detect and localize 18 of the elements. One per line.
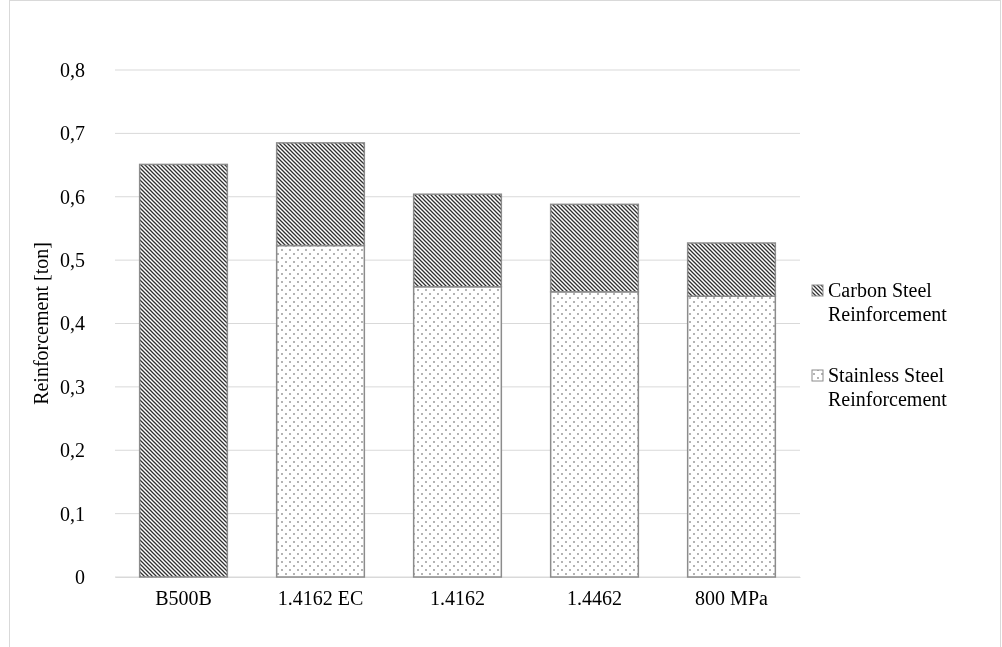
y-tick-label: 0,4 <box>60 312 85 335</box>
y-tick-label: 0,1 <box>60 502 85 525</box>
y-tick-label: 0,2 <box>60 439 85 462</box>
x-tick-label: B500B <box>155 587 212 610</box>
x-tick-label: 1.4462 <box>567 587 622 610</box>
legend-label: Carbon Steel Reinforcement <box>828 278 948 325</box>
y-tick-label: 0,7 <box>60 122 85 145</box>
bar <box>138 163 229 578</box>
y-axis-title: Reinforcement [ton] <box>30 242 52 405</box>
x-tick-label: 1.4162 <box>430 587 485 610</box>
y-tick-label: 0,8 <box>60 58 85 81</box>
x-tick-label: 1.4162 EC <box>277 587 364 610</box>
x-tick-label: 800 MPa <box>695 587 769 610</box>
y-tick-label: 0,6 <box>60 185 85 208</box>
legend-label: Stainless Steel Reinforcement <box>828 363 948 410</box>
y-tick-label: 0 <box>75 565 85 588</box>
y-tick-label: 0,5 <box>60 249 85 272</box>
y-tick-label: 0,3 <box>60 375 85 398</box>
